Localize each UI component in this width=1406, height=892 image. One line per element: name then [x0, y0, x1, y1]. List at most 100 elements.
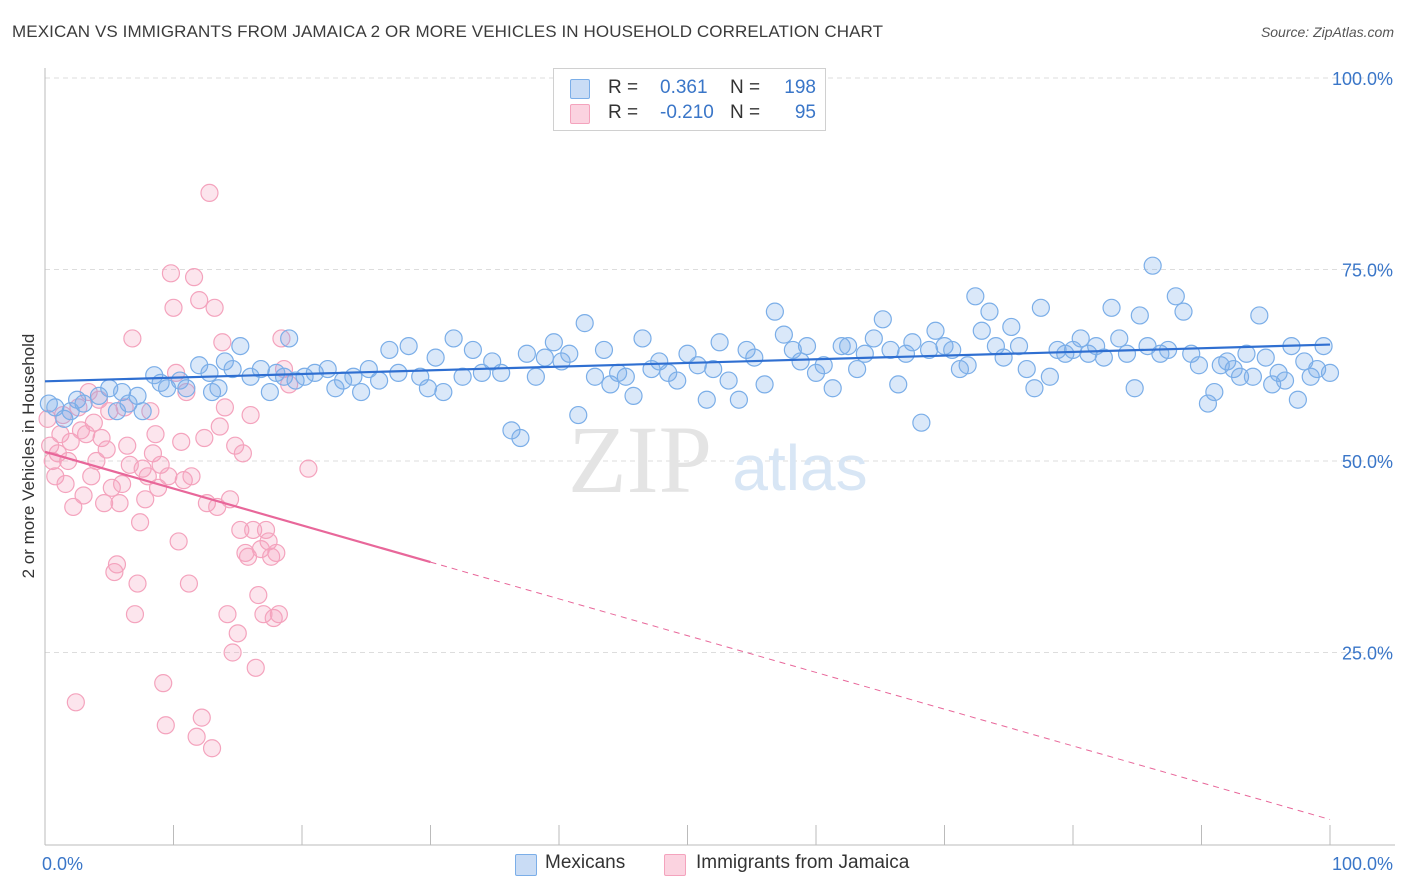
mexican-point [1002, 317, 1021, 337]
mexican-point [231, 337, 250, 356]
mexican-point [912, 413, 931, 432]
mexican-trend-line [44, 343, 1331, 383]
mexican-points [39, 256, 1340, 448]
mexican-point [806, 363, 826, 383]
jamaica-point [112, 474, 132, 494]
watermark-zip: ZIP [568, 406, 712, 513]
jamaica-point [110, 494, 129, 513]
jamaica-point [228, 624, 247, 643]
jamaica-point [130, 513, 150, 532]
jamaica-point [233, 444, 252, 463]
mexican-point [791, 352, 810, 371]
jamaica-point [146, 425, 165, 444]
mexican-point [1102, 298, 1121, 317]
mexican-point [434, 382, 453, 402]
legend-n-value: 198 [784, 77, 816, 98]
mexican-point [326, 379, 345, 398]
mexican-point [966, 287, 985, 306]
y-axis-label: 2 or more Vehicles in Household [19, 334, 38, 579]
mexican-point [839, 337, 858, 356]
mexican-point [251, 359, 270, 379]
x-tick-label: 0.0% [42, 854, 83, 874]
mexican-point [710, 333, 729, 352]
jamaica-point [231, 520, 250, 540]
mexican-point [1094, 348, 1113, 367]
jamaica-point [269, 605, 288, 624]
mexican-point [223, 359, 242, 379]
jamaica-point [218, 605, 237, 624]
mexican-point [1009, 337, 1029, 356]
grid-lines [45, 77, 1395, 653]
jamaica-point [95, 494, 114, 513]
mexican-point [737, 340, 756, 360]
mexican-point [560, 344, 579, 363]
chart-title: MEXICAN VS IMMIGRANTS FROM JAMAICA 2 OR … [12, 22, 884, 41]
mexican-point [919, 340, 939, 360]
y-tick-label: 25.0% [1342, 644, 1393, 664]
jamaica-point [184, 268, 204, 287]
legend-swatch-mexicans [570, 79, 590, 99]
mexican-point [1143, 256, 1162, 275]
jamaica-point [92, 428, 111, 448]
mexican-point [517, 344, 536, 363]
mexican-point [797, 337, 817, 356]
watermark-atlas: atlas [732, 432, 867, 504]
mexican-point [881, 340, 900, 360]
jamaica-point [74, 486, 93, 505]
jamaica-point [200, 183, 219, 202]
jamaica-point [56, 474, 75, 494]
mexican-point [755, 375, 774, 394]
mexican-point [616, 367, 635, 386]
jamaica-point [205, 298, 224, 317]
mexican-point [1275, 371, 1295, 390]
jamaica-point [128, 574, 147, 593]
mexican-point [89, 386, 109, 405]
y-tick-label: 50.0% [1342, 452, 1393, 472]
mexican-point [729, 390, 749, 409]
mexican-point [1130, 306, 1149, 325]
mexican-point [1250, 306, 1269, 325]
jamaica-point [244, 520, 263, 540]
y-tick-label: 75.0% [1342, 261, 1393, 281]
mexican-point [128, 386, 147, 405]
mexican-point [453, 367, 472, 386]
legend-n-label: N = [730, 77, 761, 98]
mexican-point [958, 356, 977, 375]
mexican-point [418, 379, 438, 398]
mexican-point [765, 302, 784, 321]
mexican-point [280, 329, 299, 348]
mexican-point [896, 344, 916, 363]
mexican-point [352, 382, 371, 402]
mexican-point [492, 363, 511, 383]
mexican-point [1314, 337, 1333, 356]
mexican-point [74, 394, 93, 413]
mexican-point [704, 359, 723, 379]
mexican-point [980, 302, 999, 321]
series-legend: Mexicans Immigrants from Jamaica [0, 852, 1406, 878]
source-label: Source: ZipAtlas.com [1260, 24, 1394, 40]
legend-n-label: N = [730, 102, 761, 123]
jamaica-point [164, 298, 183, 317]
mexican-point [444, 329, 463, 348]
mexican-point [1174, 302, 1193, 321]
jamaica-point [267, 543, 286, 563]
mexican-point [389, 363, 408, 383]
stats-legend: R = 0.361 N = 198 R = -0.210 N = 95 [553, 68, 826, 131]
jamaica-point [254, 605, 273, 624]
mexican-point [1205, 382, 1224, 402]
jamaica-point [190, 291, 209, 310]
mexican-point [903, 333, 922, 352]
jamaica-points [38, 183, 318, 758]
mexican-point [526, 367, 545, 386]
mexican-point [873, 310, 892, 329]
jamaica-point [51, 425, 70, 444]
jamaica-point [226, 436, 245, 455]
mexican-point [426, 348, 445, 367]
mexican-point [1071, 329, 1090, 348]
mexican-point [889, 375, 908, 394]
mexican-point [463, 340, 483, 360]
mexican-point [1198, 394, 1218, 413]
jamaica-point [100, 402, 119, 421]
mexican-point [344, 367, 363, 386]
mexican-point [1288, 390, 1307, 409]
